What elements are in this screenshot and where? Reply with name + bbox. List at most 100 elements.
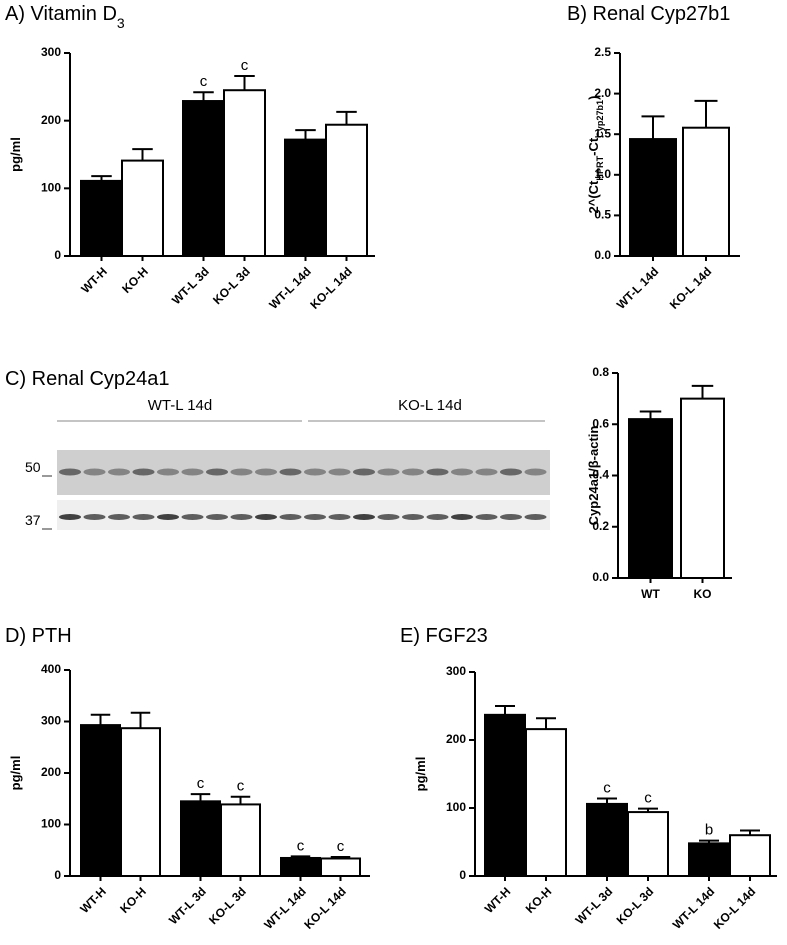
band bbox=[402, 514, 424, 520]
y-axis-label: pg/ml bbox=[8, 756, 23, 791]
text-part: Cyp27b1 bbox=[595, 100, 605, 138]
text-part: -Ct bbox=[586, 137, 601, 156]
x-tick-label: KO bbox=[694, 587, 712, 601]
x-tick-label: KO-H bbox=[119, 264, 151, 296]
y-tick-label: 100 bbox=[41, 817, 61, 831]
y-tick-label: 0 bbox=[54, 868, 61, 882]
bar bbox=[220, 803, 261, 877]
bar bbox=[627, 811, 669, 878]
x-tick-label: WT-L 3d bbox=[169, 264, 212, 307]
band bbox=[157, 514, 179, 520]
x-tick-label: KO-L 14d bbox=[301, 884, 348, 931]
y-tick-label: 0.5 bbox=[594, 208, 611, 222]
band bbox=[426, 468, 449, 476]
band bbox=[83, 514, 106, 520]
y-tick-label: 0.8 bbox=[592, 365, 609, 379]
band bbox=[279, 514, 302, 520]
band bbox=[255, 514, 277, 520]
y-tick-label: 0.0 bbox=[592, 570, 609, 584]
bar bbox=[80, 724, 121, 877]
x-tick-label: KO-H bbox=[523, 884, 555, 916]
band bbox=[108, 468, 130, 476]
bar bbox=[688, 842, 730, 877]
mw-marker: 50 bbox=[25, 459, 41, 475]
band bbox=[108, 514, 130, 520]
y-tick-label: 0.4 bbox=[592, 468, 609, 482]
band bbox=[451, 514, 473, 520]
y-tick-label: 0 bbox=[459, 868, 466, 882]
bar bbox=[729, 834, 771, 878]
band bbox=[206, 468, 228, 476]
annotation: c bbox=[197, 775, 205, 792]
band bbox=[500, 514, 522, 520]
annotation: c bbox=[241, 57, 249, 74]
band bbox=[353, 514, 375, 520]
y-tick-label: 200 bbox=[41, 113, 61, 127]
text-part: D) PTH bbox=[5, 625, 72, 647]
band bbox=[157, 468, 179, 476]
bar bbox=[284, 138, 327, 257]
blot-group-label: WT-L 14d bbox=[148, 397, 212, 414]
band bbox=[524, 514, 547, 520]
bar bbox=[525, 728, 567, 877]
x-tick-label: WT-L 3d bbox=[573, 884, 616, 927]
x-tick-label: WT-H bbox=[482, 884, 514, 916]
y-tick-label: 1.5 bbox=[594, 126, 611, 140]
bar bbox=[320, 857, 361, 877]
chart-title: D) PTH bbox=[5, 625, 72, 647]
text-part: HPRT bbox=[595, 155, 605, 180]
band bbox=[230, 468, 253, 476]
mw-marker: 37 bbox=[25, 512, 41, 528]
bar bbox=[628, 418, 673, 579]
x-tick-label: KO-L 14d bbox=[667, 264, 714, 311]
chart-title: E) FGF23 bbox=[400, 625, 488, 647]
y-axis-label: pg/ml bbox=[8, 137, 23, 172]
chart-title: A) Vitamin D3 bbox=[5, 3, 125, 31]
band bbox=[132, 468, 155, 476]
y-tick-label: 2.0 bbox=[594, 86, 611, 100]
band bbox=[475, 514, 498, 520]
band bbox=[181, 514, 204, 520]
bar bbox=[280, 856, 321, 877]
y-tick-label: 400 bbox=[41, 662, 61, 676]
x-tick-label: KO-L 14d bbox=[711, 884, 758, 931]
band bbox=[255, 468, 277, 476]
y-tick-label: 100 bbox=[446, 800, 466, 814]
chart-title: B) Renal Cyp27b1 bbox=[567, 3, 730, 25]
x-tick-label: WT-L 14d bbox=[614, 264, 661, 311]
y-tick-label: 0.2 bbox=[592, 519, 609, 533]
x-tick-label: WT-L 14d bbox=[266, 264, 313, 311]
text-part: 2^(Ct bbox=[586, 180, 601, 214]
band bbox=[83, 468, 106, 476]
annotation: b bbox=[705, 822, 713, 839]
y-tick-label: 300 bbox=[41, 714, 61, 728]
annotation: c bbox=[200, 73, 208, 90]
text-part: A) Vitamin D bbox=[5, 3, 117, 25]
band bbox=[328, 514, 351, 520]
x-tick-label: WT-H bbox=[77, 884, 109, 916]
x-tick-label: KO-L 3d bbox=[614, 884, 657, 927]
band bbox=[451, 468, 473, 476]
x-tick-label: WT-L 14d bbox=[261, 884, 308, 931]
y-axis-label: Cyp24a1/β-actin bbox=[586, 426, 601, 526]
bar bbox=[121, 159, 164, 257]
y-tick-label: 1.0 bbox=[594, 167, 611, 181]
y-tick-label: 300 bbox=[446, 664, 466, 678]
annotation: c bbox=[297, 837, 305, 854]
band bbox=[524, 468, 547, 476]
blot-title: C) Renal Cyp24a1 bbox=[5, 368, 170, 390]
blot-row bbox=[57, 500, 550, 530]
y-tick-label: 0.0 bbox=[594, 248, 611, 262]
bar bbox=[120, 727, 161, 877]
band bbox=[328, 468, 351, 476]
x-tick-label: WT-L 14d bbox=[670, 884, 717, 931]
band bbox=[132, 514, 155, 520]
x-tick-label: KO-L 14d bbox=[307, 264, 354, 311]
y-axis-label: pg/ml bbox=[413, 757, 428, 792]
bar bbox=[325, 123, 368, 257]
band bbox=[353, 468, 375, 476]
text-part: ) bbox=[586, 96, 601, 100]
y-tick-label: 0.6 bbox=[592, 416, 609, 430]
band bbox=[500, 468, 522, 476]
